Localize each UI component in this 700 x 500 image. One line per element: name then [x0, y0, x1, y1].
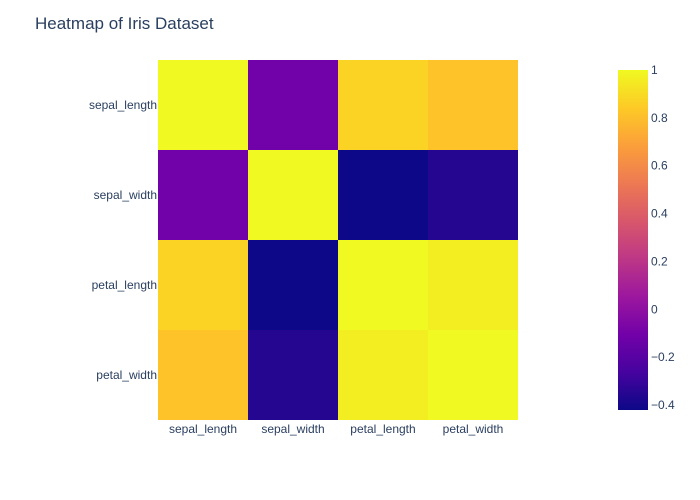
x-axis-ticks: sepal_length sepal_width petal_length petal… — [169, 422, 503, 436]
colorbar-tick-label: 0 — [651, 302, 658, 316]
heatmap-cell-petal_length-sepal_length — [158, 240, 248, 330]
heatmap-cell-sepal_width-sepal_width — [248, 150, 338, 240]
heatmap-cell-petal_width-petal_length — [338, 330, 428, 420]
heatmap-cells — [158, 60, 518, 420]
heatmap-cell-sepal_width-sepal_length — [158, 150, 248, 240]
colorbar-tick-label: 0.8 — [651, 111, 668, 125]
x-tick-label: sepal_width — [261, 422, 324, 436]
heatmap-cell-sepal_width-petal_length — [338, 150, 428, 240]
heatmap-cell-sepal_width-petal_width — [428, 150, 518, 240]
x-tick-label: sepal_length — [169, 422, 237, 436]
heatmap-cell-petal_width-sepal_length — [158, 330, 248, 420]
heatmap-cell-petal_length-petal_length — [338, 240, 428, 330]
colorbar-tick-label: 0.6 — [651, 159, 668, 173]
colorbar — [618, 70, 648, 410]
x-tick-label: petal_length — [350, 422, 415, 436]
heatmap-cell-sepal_length-petal_length — [338, 60, 428, 150]
y-tick-label: petal_width — [96, 368, 157, 382]
heatmap-cell-petal_width-petal_width — [428, 330, 518, 420]
heatmap-cell-sepal_length-petal_width — [428, 60, 518, 150]
colorbar-ticks: 1 0.8 0.6 0.4 0.2 0 −0.2 −0.4 — [651, 63, 675, 412]
y-tick-label: sepal_length — [89, 98, 157, 112]
y-tick-label: petal_length — [92, 278, 157, 292]
heatmap-cell-petal_length-sepal_width — [248, 240, 338, 330]
heatmap-cell-petal_length-petal_width — [428, 240, 518, 330]
heatmap-cell-sepal_length-sepal_width — [248, 60, 338, 150]
y-axis-ticks: sepal_length sepal_width petal_lengthpetal… — [89, 98, 157, 382]
colorbar-tick-label: 0.4 — [651, 207, 668, 221]
heatmap-cell-petal_width-sepal_width — [248, 330, 338, 420]
colorbar-tick-label: −0.2 — [651, 350, 675, 364]
y-tick-label: sepal_width — [94, 188, 157, 202]
colorbar-tick-label: −0.4 — [651, 398, 675, 412]
heatmap-cell-sepal_length-sepal_length — [158, 60, 248, 150]
x-tick-label: petal_width — [443, 422, 504, 436]
colorbar-tick-label: 1 — [651, 63, 658, 77]
colorbar-tick-label: 0.2 — [651, 254, 668, 268]
chart-title: Heatmap of Iris Dataset — [35, 14, 214, 33]
